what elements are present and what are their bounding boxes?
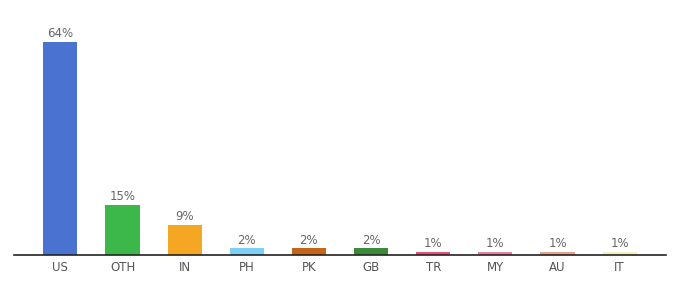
Bar (167, 225, 202, 255)
Text: 2%: 2% (362, 234, 380, 247)
Bar (292, 248, 326, 255)
Text: 1%: 1% (611, 237, 629, 250)
Text: 2%: 2% (237, 234, 256, 247)
Text: 1%: 1% (424, 237, 443, 250)
Text: 1%: 1% (486, 237, 505, 250)
Bar (478, 252, 513, 255)
Bar (44, 42, 78, 255)
Text: 2%: 2% (300, 234, 318, 247)
Text: 1%: 1% (548, 237, 567, 250)
Bar (602, 252, 636, 255)
Bar (416, 252, 450, 255)
Bar (354, 248, 388, 255)
Text: 64%: 64% (48, 27, 73, 40)
Bar (105, 205, 139, 255)
Bar (541, 252, 575, 255)
Text: 9%: 9% (175, 210, 194, 223)
Text: 15%: 15% (109, 190, 135, 203)
Bar (230, 248, 264, 255)
